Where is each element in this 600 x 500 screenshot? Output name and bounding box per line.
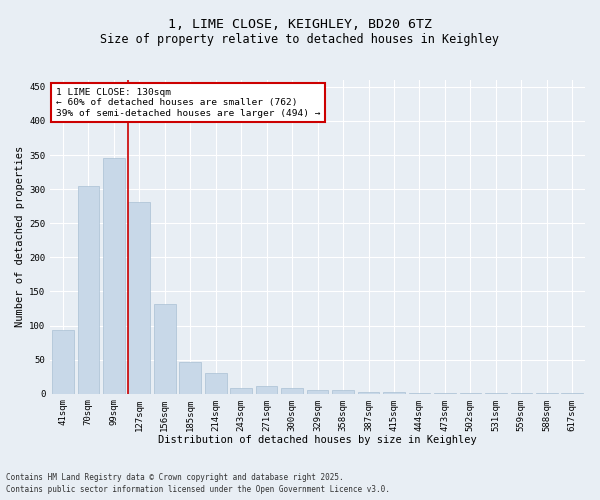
Bar: [103, 158, 125, 394]
Bar: [52, 330, 74, 394]
Bar: [562, 393, 583, 394]
Bar: [536, 393, 557, 394]
Bar: [332, 390, 354, 394]
Text: 1 LIME CLOSE: 130sqm
← 60% of detached houses are smaller (762)
39% of semi-deta: 1 LIME CLOSE: 130sqm ← 60% of detached h…: [56, 88, 320, 118]
X-axis label: Distribution of detached houses by size in Keighley: Distribution of detached houses by size …: [158, 435, 477, 445]
Bar: [256, 386, 277, 394]
Bar: [205, 374, 227, 394]
Bar: [485, 393, 506, 394]
Text: 1, LIME CLOSE, KEIGHLEY, BD20 6TZ: 1, LIME CLOSE, KEIGHLEY, BD20 6TZ: [168, 18, 432, 30]
Text: Size of property relative to detached houses in Keighley: Size of property relative to detached ho…: [101, 32, 499, 46]
Y-axis label: Number of detached properties: Number of detached properties: [15, 146, 25, 328]
Bar: [128, 202, 150, 394]
Bar: [383, 392, 405, 394]
Bar: [511, 393, 532, 394]
Bar: [77, 186, 99, 394]
Bar: [434, 393, 456, 394]
Text: Contains public sector information licensed under the Open Government Licence v3: Contains public sector information licen…: [6, 485, 390, 494]
Text: Contains HM Land Registry data © Crown copyright and database right 2025.: Contains HM Land Registry data © Crown c…: [6, 472, 344, 482]
Bar: [460, 393, 481, 394]
Bar: [307, 390, 328, 394]
Bar: [154, 304, 176, 394]
Bar: [179, 362, 201, 394]
Bar: [230, 388, 252, 394]
Bar: [281, 388, 303, 394]
Bar: [409, 393, 430, 394]
Bar: [358, 392, 379, 394]
